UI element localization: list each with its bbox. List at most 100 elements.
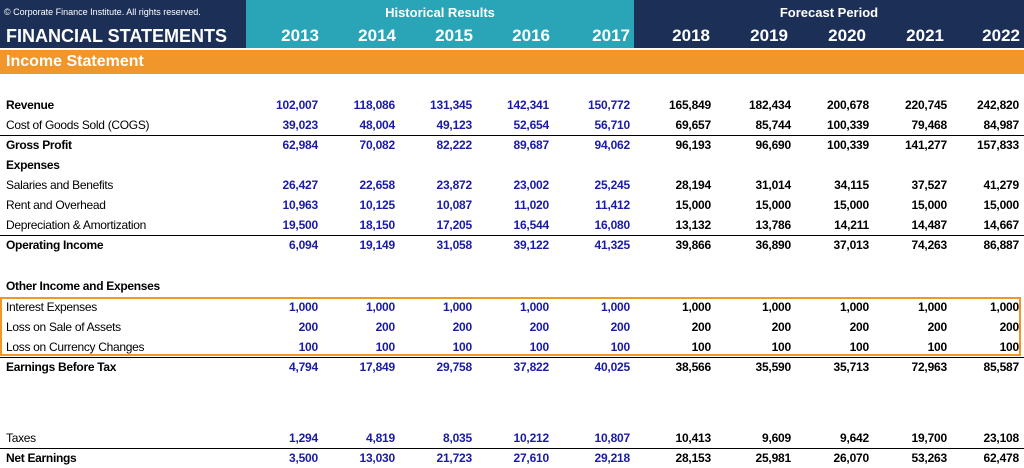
value-cell: 70,082: [359, 138, 395, 152]
value-cell: 41,279: [983, 178, 1019, 192]
value-cell: [797, 276, 869, 296]
row-label: Interest Expenses: [6, 300, 97, 314]
value-cell: 200: [375, 320, 396, 334]
row-label: Net Earnings: [6, 451, 77, 465]
value-cell: 18,150: [359, 218, 395, 232]
table-row: Taxes 1,294 4,819 8,035 10,212 10,807 10,413 9,…: [0, 428, 1024, 448]
total-rule: [0, 357, 1024, 358]
value-cell: 62,478: [983, 451, 1019, 465]
value-cell: [875, 276, 947, 296]
value-cell: 28,194: [675, 178, 711, 192]
value-cell: 4,794: [288, 360, 318, 374]
value-cell: 100: [610, 340, 631, 354]
value-cell: 102,007: [276, 98, 318, 112]
value-cell: 25,245: [594, 178, 630, 192]
row-label: Earnings Before Tax: [6, 360, 117, 374]
table-row: Gross Profit 62,984 70,082 82,222 89,687 94,0…: [0, 135, 1024, 155]
value-cell: 52,654: [513, 118, 549, 132]
value-cell: 16,544: [513, 218, 549, 232]
value-cell: 3,500: [288, 451, 318, 465]
value-cell: 17,205: [436, 218, 472, 232]
value-cell: 200: [849, 320, 870, 334]
value-cell: 19,500: [282, 218, 318, 232]
value-cell: 15,000: [755, 198, 791, 212]
value-cell: 100: [375, 340, 396, 354]
value-cell: 1,000: [442, 300, 472, 314]
value-cell: [797, 155, 869, 175]
year-header-2020: 2020: [792, 24, 870, 48]
value-cell: [719, 155, 791, 175]
value-cell: 200: [298, 320, 319, 334]
value-cell: [246, 276, 318, 296]
row-label: Other Income and Expenses: [6, 279, 160, 293]
other-expenses-highlight-box: [0, 297, 1021, 356]
value-cell: [558, 155, 630, 175]
table-row: Loss on Sale of Assets 200 200 200 200 200 200…: [0, 317, 1024, 337]
value-cell: 10,087: [436, 198, 472, 212]
value-cell: 69,657: [675, 118, 711, 132]
value-cell: 1,000: [288, 300, 318, 314]
value-cell: 242,820: [977, 98, 1019, 112]
value-cell: 118,086: [353, 98, 396, 112]
value-cell: 157,833: [977, 138, 1019, 152]
value-cell: 200: [691, 320, 712, 334]
value-cell: 1,000: [365, 300, 395, 314]
value-cell: 15,000: [833, 198, 869, 212]
year-header-2014: 2014: [323, 24, 400, 48]
table-row: Expenses: [0, 155, 1024, 175]
value-cell: 100: [452, 340, 473, 354]
year-header-2019: 2019: [714, 24, 792, 48]
value-cell: 100: [927, 340, 948, 354]
value-cell: 62,984: [282, 138, 318, 152]
value-cell: [323, 276, 395, 296]
value-cell: 13,786: [755, 218, 791, 232]
value-cell: 4,819: [365, 431, 395, 445]
value-cell: 22,658: [359, 178, 395, 192]
table-row: Rent and Overhead 10,963 10,125 10,087 11,02…: [0, 195, 1024, 215]
section-title: Income Statement: [6, 53, 144, 70]
section-band: Income Statement: [0, 50, 1024, 74]
value-cell: 13,030: [359, 451, 395, 465]
value-cell: 1,000: [600, 300, 630, 314]
value-cell: 1,000: [989, 300, 1019, 314]
value-cell: 17,849: [359, 360, 395, 374]
value-cell: 165,849: [669, 98, 711, 112]
value-cell: 37,527: [911, 178, 947, 192]
value-cell: [400, 276, 472, 296]
value-cell: 26,070: [833, 451, 869, 465]
value-cell: 34,115: [834, 178, 869, 192]
value-cell: 1,000: [761, 300, 791, 314]
value-cell: 100: [298, 340, 319, 354]
total-rule: [0, 235, 1024, 236]
value-cell: [477, 155, 549, 175]
value-cell: [719, 276, 791, 296]
value-cell: 100: [529, 340, 550, 354]
value-cell: 200: [452, 320, 473, 334]
copyright-notice: © Corporate Finance Institute. All right…: [0, 0, 246, 24]
year-header-2018: 2018: [634, 24, 714, 48]
value-cell: 53,263: [911, 451, 947, 465]
value-cell: 100: [691, 340, 712, 354]
row-label: Rent and Overhead: [6, 198, 106, 212]
value-cell: 21,723: [436, 451, 472, 465]
value-cell: 1,000: [917, 300, 947, 314]
table-row: Depreciation & Amortization 19,500 18,150 1…: [0, 215, 1024, 235]
value-cell: 39,122: [513, 238, 549, 252]
value-cell: 10,413: [675, 431, 711, 445]
year-header-2017: 2017: [554, 24, 634, 48]
total-rule: [0, 135, 1024, 136]
value-cell: 100,339: [827, 118, 869, 132]
value-cell: [400, 155, 472, 175]
value-cell: 14,211: [834, 218, 869, 232]
value-cell: 19,700: [911, 431, 947, 445]
table-row: Cost of Goods Sold (COGS) 39,023 48,004 49,…: [0, 115, 1024, 135]
value-cell: 96,193: [675, 138, 711, 152]
value-cell: 28,153: [675, 451, 711, 465]
value-cell: 15,000: [675, 198, 711, 212]
row-label: Cost of Goods Sold (COGS): [6, 118, 150, 132]
value-cell: [947, 155, 1019, 175]
value-cell: 29,758: [436, 360, 472, 374]
row-label: Salaries and Benefits: [6, 178, 114, 192]
value-cell: 37,013: [833, 238, 869, 252]
historical-results-header: Historical Results: [246, 0, 634, 24]
